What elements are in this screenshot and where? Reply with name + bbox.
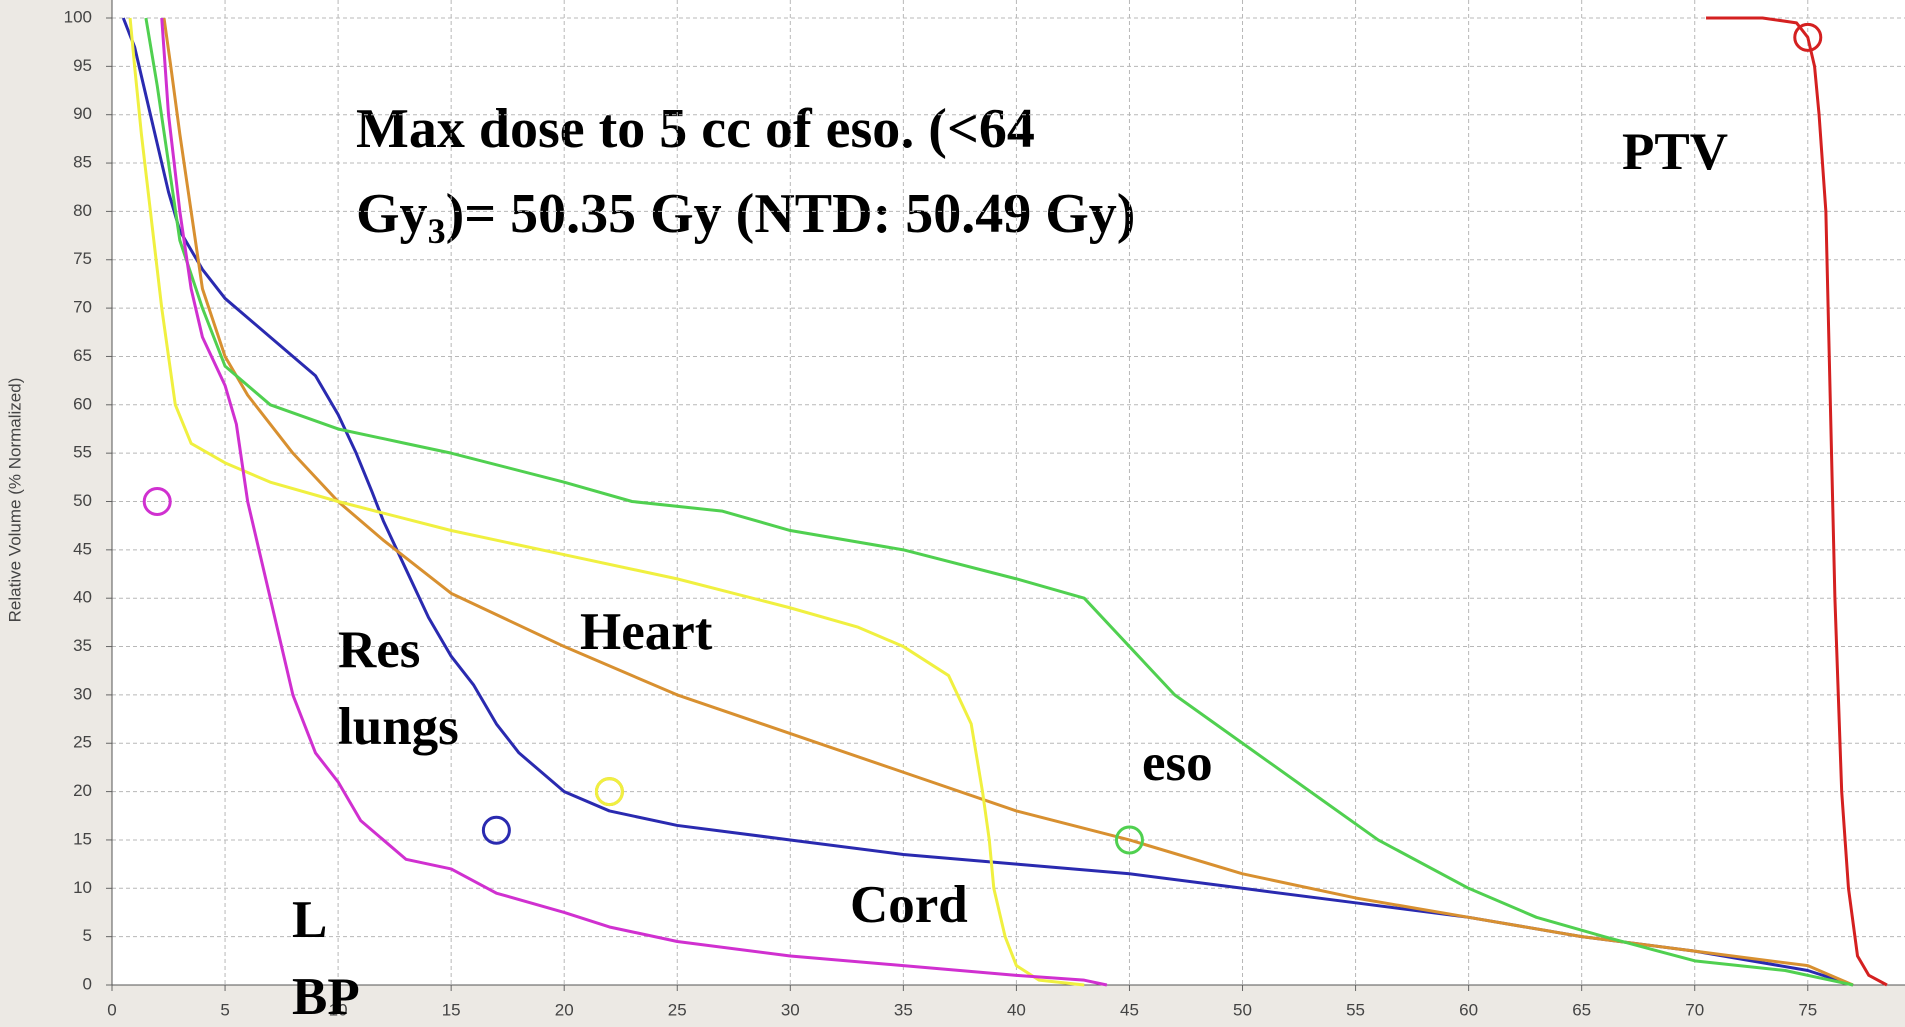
dvh-line xyxy=(128,17,1085,987)
annotation: Max dose to 5 cc of eso. (<64 xyxy=(356,98,1035,160)
y-tick-label: 10 xyxy=(73,878,92,897)
y-tick-label: 85 xyxy=(73,153,92,172)
y-tick-label: 80 xyxy=(73,201,92,220)
annotation: Gy3)= 50.35 Gy (NTD: 50.49 Gy) xyxy=(356,183,1135,251)
y-tick-label: 100 xyxy=(64,7,92,26)
plot-area xyxy=(112,0,1905,985)
y-tick-label: 65 xyxy=(73,346,92,365)
series-label: PTV xyxy=(1622,123,1728,181)
x-tick-label: 35 xyxy=(894,1000,913,1019)
series-label: L BP xyxy=(292,891,360,1026)
y-tick-label: 20 xyxy=(73,781,92,800)
y-tick-label: 50 xyxy=(73,491,92,510)
y-tick-label: 25 xyxy=(73,733,92,752)
x-tick-label: 70 xyxy=(1685,1000,1704,1019)
grid xyxy=(111,0,1905,986)
x-tick-label: 25 xyxy=(668,1000,687,1019)
dvh-line xyxy=(162,17,1854,987)
x-tick-label: 20 xyxy=(555,1000,574,1019)
annotation-subscript: 3 xyxy=(428,211,446,251)
constraint-marker xyxy=(142,487,172,516)
dvh-line xyxy=(121,17,1854,987)
x-tick-label: 5 xyxy=(220,1000,229,1019)
y-tick-label: 95 xyxy=(73,56,92,75)
x-tick-label: 30 xyxy=(781,1000,800,1019)
y-tick-label: 0 xyxy=(83,974,92,993)
annotation-part: Gy xyxy=(356,183,428,245)
x-tick-label: 65 xyxy=(1572,1000,1591,1019)
constraint-marker xyxy=(481,815,511,845)
x-tick-label: 45 xyxy=(1120,1000,1139,1019)
dvh-line xyxy=(1706,16,1888,987)
y-tick-label: 75 xyxy=(73,249,92,268)
y-axis-label: Relative Volume (% Normalized) xyxy=(5,378,24,623)
y-tick-label: 35 xyxy=(73,636,92,655)
series-label: Cord xyxy=(850,876,968,934)
constraint-marker xyxy=(1793,22,1823,52)
y-tick-label: 60 xyxy=(73,394,92,413)
y-tick-label: 5 xyxy=(83,926,92,945)
x-tick-label: 10 xyxy=(329,1000,348,1019)
y-tick-label: 90 xyxy=(73,104,92,123)
constraint-marker xyxy=(1114,825,1144,855)
dvh-line xyxy=(160,17,1108,987)
y-tick-label: 40 xyxy=(73,588,92,607)
y-tick-label: 70 xyxy=(73,298,92,317)
x-tick-label: 55 xyxy=(1346,1000,1365,1019)
x-tick-label: 40 xyxy=(1007,1000,1026,1019)
series-label: eso xyxy=(1142,734,1213,792)
x-tick-label: 60 xyxy=(1459,1000,1478,1019)
x-tick-label: 15 xyxy=(442,1000,461,1019)
y-tick-label: 55 xyxy=(73,443,92,462)
y-tick-label: 15 xyxy=(73,829,92,848)
constraint-marker xyxy=(594,777,624,807)
x-tick-label: 50 xyxy=(1233,1000,1252,1019)
y-tick-label: 45 xyxy=(73,539,92,558)
y-tick-label: 30 xyxy=(73,684,92,703)
x-tick-label: 0 xyxy=(107,1000,116,1019)
x-tick-label: 75 xyxy=(1798,1000,1817,1019)
series-label: Heart xyxy=(580,603,713,661)
series-label: Res lungs xyxy=(338,621,459,756)
dvh-line xyxy=(144,17,1854,987)
